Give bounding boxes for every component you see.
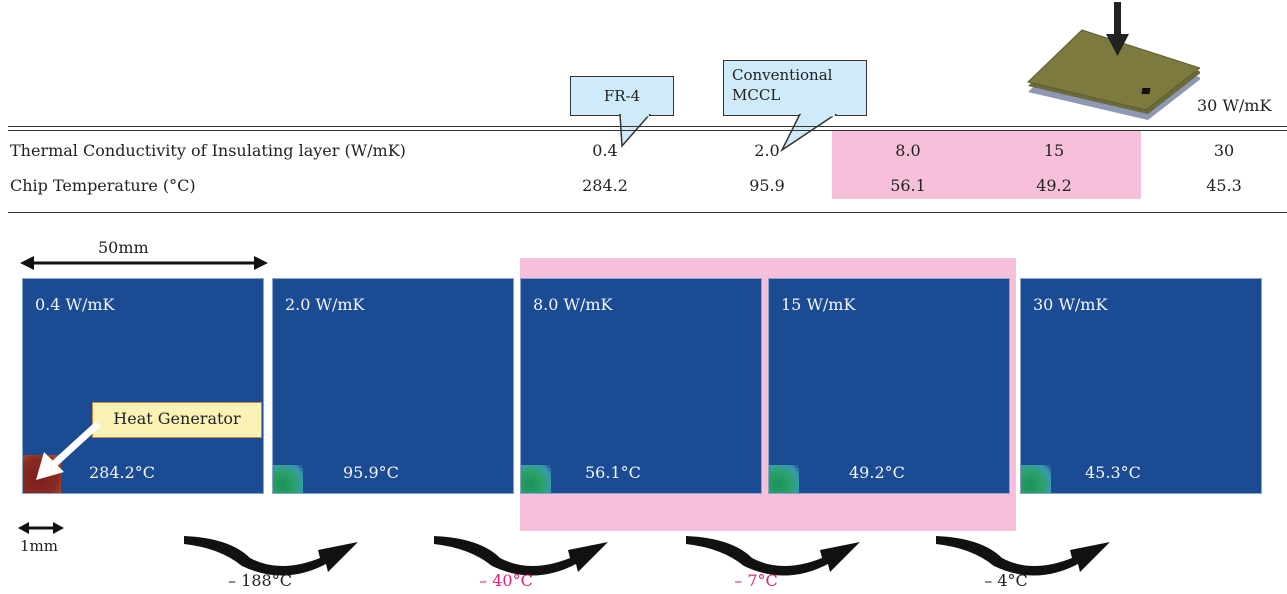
table-highlight <box>832 131 1141 199</box>
curved-arrow-icon <box>434 536 608 576</box>
chip-dimension-arrow <box>18 522 64 534</box>
temperature-delta: – 188°C <box>228 571 292 590</box>
table-top-rule <box>8 126 1287 127</box>
chip-temp-value: 95.9 <box>749 176 785 195</box>
temperature-delta: – 7°C <box>734 571 778 590</box>
chip-temp-value: 56.1 <box>890 176 926 195</box>
mccl-callout-line1: Conventional <box>732 66 833 84</box>
heat-generator-arrow <box>36 421 101 480</box>
conductivity-value: 0.4 <box>592 141 618 160</box>
panel-temperature: 95.9°C <box>343 463 399 482</box>
fr4-callout: FR-4 <box>570 76 674 116</box>
row-label-chip-temp: Chip Temperature (°C) <box>10 176 196 195</box>
thermal-panel-15: 15 W/mK 49.2°C <box>768 278 1010 494</box>
conductivity-value: 30 <box>1213 141 1235 160</box>
mccl-callout-line2: MCCL <box>732 86 781 104</box>
conductivity-value: 15 <box>1043 141 1065 160</box>
panel-label: 2.0 W/mK <box>285 295 365 314</box>
panel-label: 15 W/mK <box>781 295 856 314</box>
panel-label: 8.0 W/mK <box>533 295 613 314</box>
heat-generator-hotspot <box>1021 465 1051 493</box>
row-label-conductivity: Thermal Conductivity of Insulating layer… <box>10 141 406 160</box>
chip-temp-value: 49.2 <box>1036 176 1072 195</box>
table-bottom-rule <box>8 212 1287 213</box>
chip-dimension-label: 1mm <box>20 537 58 555</box>
temperature-delta: – 4°C <box>984 571 1028 590</box>
mccl-callout: Conventional MCCL <box>723 60 867 116</box>
conductivity-value: 8.0 <box>895 141 921 160</box>
conductivity-value: 2.0 <box>754 141 780 160</box>
panel-temperature: 49.2°C <box>849 463 905 482</box>
panel-label: 0.4 W/mK <box>35 295 115 314</box>
thermal-panel-2.0: 2.0 W/mK 95.9°C <box>272 278 514 494</box>
curved-arrow-icon <box>184 536 358 576</box>
panel-temperature: 56.1°C <box>585 463 641 482</box>
mccl-callout-pointer <box>780 114 838 153</box>
curved-arrow-icon <box>686 536 860 576</box>
chip-temp-value: 284.2 <box>582 176 628 195</box>
curved-arrow-icon <box>936 536 1110 576</box>
fr4-callout-text: FR-4 <box>603 87 641 105</box>
heat-generator-label: Heat Generator <box>92 402 262 438</box>
panel-label: 30 W/mK <box>1033 295 1108 314</box>
thermal-panel-0.4: 0.4 W/mK 284.2°C <box>22 278 264 494</box>
board-label: 30 W/mK <box>1197 96 1272 115</box>
temperature-delta: – 40°C <box>479 571 533 590</box>
thermal-panel-30: 30 W/mK 45.3°C <box>1020 278 1262 494</box>
width-dimension-label: 50mm <box>98 238 149 257</box>
chip-temp-value: 45.3 <box>1206 176 1242 195</box>
heat-generator-hotspot <box>273 465 303 493</box>
panel-temperature: 284.2°C <box>89 463 156 482</box>
width-dimension-arrow <box>20 256 268 270</box>
table-top-rule-2 <box>8 130 1287 131</box>
panel-temperature: 45.3°C <box>1085 463 1141 482</box>
heat-generator-hotspot <box>521 465 551 493</box>
thermal-panel-8.0: 8.0 W/mK 56.1°C <box>520 278 762 494</box>
board-illustration <box>1026 2 1200 120</box>
heat-generator-hotspot <box>769 465 799 493</box>
